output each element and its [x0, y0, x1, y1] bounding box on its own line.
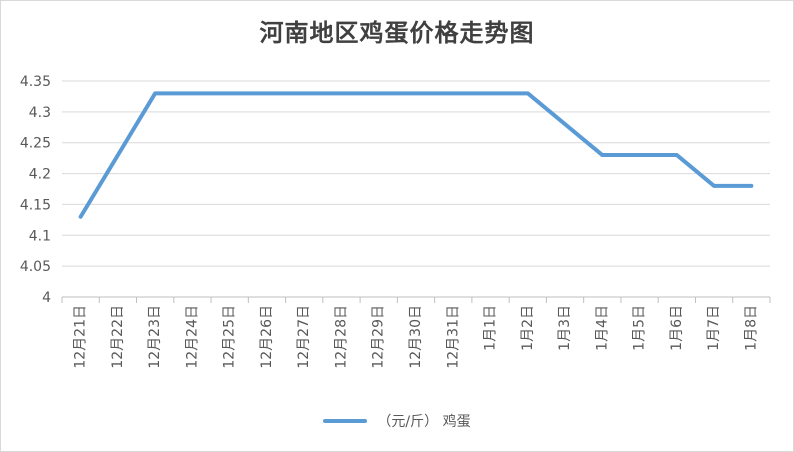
x-tick-label: 1月3日 [557, 305, 573, 351]
x-tick-label: 12月25日 [222, 305, 238, 369]
legend-label: （元/斤） 鸡蛋 [377, 414, 471, 430]
x-tick-label: 12月24日 [184, 305, 200, 369]
y-tick-label: 4.3 [29, 105, 51, 121]
x-tick-label: 12月30日 [408, 305, 424, 369]
x-tick-label: 1月1日 [483, 305, 499, 351]
x-tick-label: 1月4日 [594, 305, 610, 351]
x-tick-label: 1月7日 [706, 305, 722, 351]
y-tick-label: 4.05 [20, 259, 51, 275]
series-line [78, 91, 754, 219]
x-tick-label: 1月5日 [632, 305, 648, 351]
x-tick-label: 1月2日 [520, 305, 536, 351]
y-tick-label: 4.25 [20, 136, 51, 152]
x-tick-label: 12月26日 [259, 305, 275, 369]
y-tick-label: 4.2 [29, 167, 51, 183]
chart-title: 河南地区鸡蛋价格走势图 [259, 19, 535, 47]
x-tick-label: 12月28日 [333, 305, 349, 369]
x-tick-label: 12月23日 [147, 305, 163, 369]
x-tick-label: 12月22日 [110, 305, 126, 369]
x-tick-label: 12月29日 [371, 305, 387, 369]
legend-swatch [323, 419, 368, 423]
y-tick-label: 4 [42, 290, 51, 306]
y-tick-label: 4.35 [20, 74, 51, 90]
x-tick-label: 1月6日 [669, 305, 685, 351]
legend: （元/斤） 鸡蛋 [1, 411, 793, 431]
y-tick-label: 4.15 [20, 197, 51, 213]
y-tick-label: 4.1 [29, 228, 51, 244]
x-tick-label: 12月27日 [296, 305, 312, 369]
x-tick-label: 1月8日 [743, 305, 759, 351]
x-tick-label: 12月21日 [73, 305, 89, 369]
x-tick-label: 12月31日 [445, 305, 461, 369]
